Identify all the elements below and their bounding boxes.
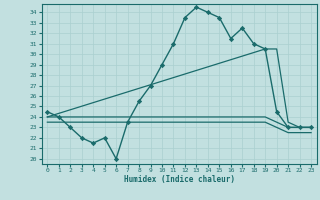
X-axis label: Humidex (Indice chaleur): Humidex (Indice chaleur) — [124, 175, 235, 184]
